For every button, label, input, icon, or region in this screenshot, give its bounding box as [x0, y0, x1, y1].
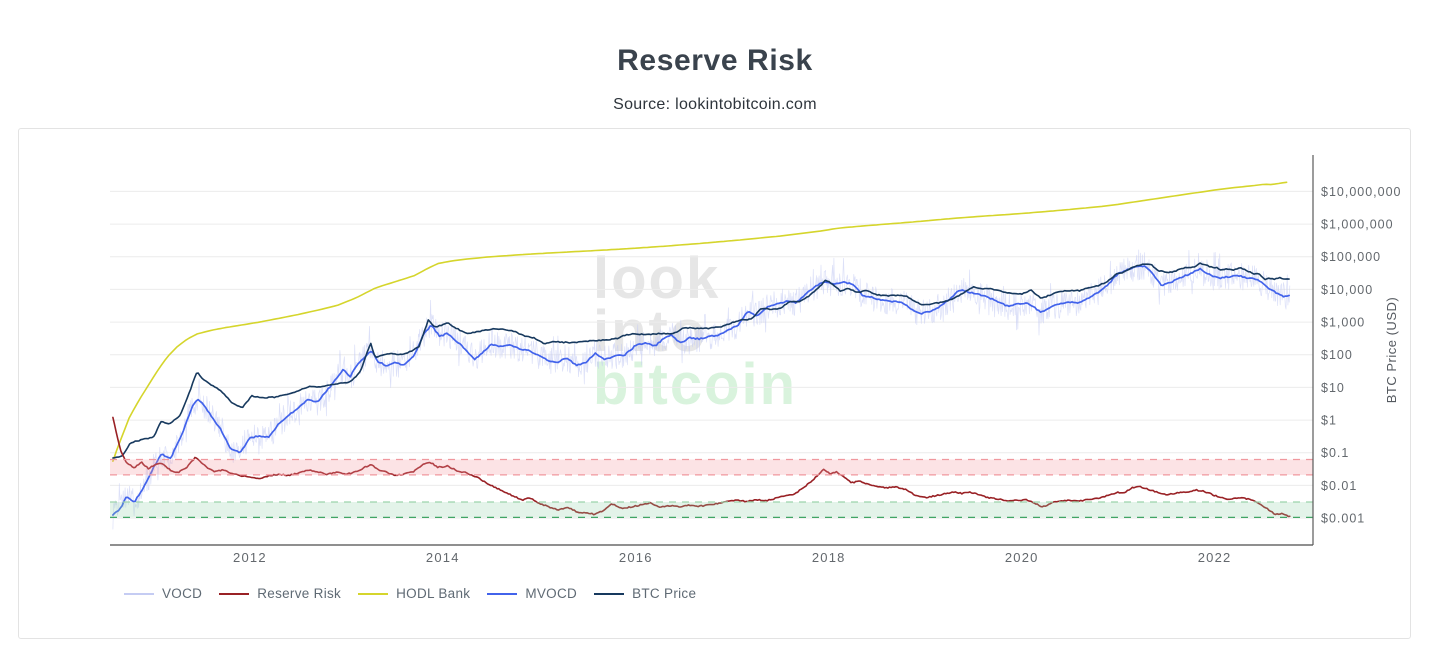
legend-label-mvocd: MVOCD [525, 586, 578, 601]
page-subtitle: Source: lookintobitcoin.com [613, 96, 817, 113]
x-tick-label: 2014 [426, 550, 460, 565]
legend-swatch-hodl-bank [358, 592, 389, 595]
y-tick-label: $10,000,000 [1321, 185, 1402, 199]
legend-swatch-reserve-risk [219, 592, 250, 595]
y-tick-label: $10 [1321, 381, 1345, 395]
x-tick-label: 2018 [812, 550, 846, 565]
legend-label-reserve-risk: Reserve Risk [257, 586, 342, 601]
y-tick-label: $0.01 [1321, 479, 1357, 493]
legend-label-vocd: VOCD [162, 586, 203, 601]
legend-swatch-btc-price [594, 592, 625, 595]
legend-item-btc-price[interactable]: BTC Price [594, 586, 696, 601]
legend-item-hodl-bank[interactable]: HODL Bank [358, 586, 470, 601]
page-title: Reserve Risk [617, 44, 813, 77]
legend: VOCD Reserve Risk HODL Bank MVOCD BTC Price [124, 586, 696, 601]
y-tick-label: $10,000 [1321, 283, 1373, 297]
series-line-hodl-bank[interactable] [112, 181, 1288, 463]
upper-risk-band [110, 459, 1313, 475]
legend-item-reserve-risk[interactable]: Reserve Risk [219, 586, 341, 601]
watermark-line-2: into [593, 299, 708, 364]
y-tick-label: $1 [1321, 414, 1337, 428]
legend-label-hodl-bank: HODL Bank [396, 586, 471, 601]
series-line-vocd[interactable] [112, 249, 1291, 530]
y-tick-label: $100,000 [1321, 250, 1381, 264]
watermark-line-3: bitcoin [593, 352, 798, 417]
lower-risk-band [110, 502, 1313, 518]
y-tick-label: $0.1 [1321, 446, 1349, 460]
series-line-mvocd[interactable] [112, 265, 1290, 516]
legend-swatch-vocd [124, 592, 154, 595]
y-axis-title: BTC Price (USD) [1384, 297, 1399, 403]
y-tick-label: $0.001 [1321, 512, 1365, 526]
legend-label-btc-price: BTC Price [632, 586, 697, 601]
y-tick-label: $1,000,000 [1321, 218, 1394, 232]
x-tick-label: 2020 [1005, 550, 1039, 565]
series-line-reserve-risk[interactable] [112, 416, 1291, 518]
x-tick-label: 2022 [1198, 550, 1232, 565]
y-tick-label: $1,000 [1321, 316, 1365, 330]
legend-item-vocd[interactable]: VOCD [124, 586, 202, 601]
series-line-btc-price[interactable] [112, 262, 1290, 459]
chart-card [18, 128, 1411, 639]
legend-item-mvocd[interactable]: MVOCD [487, 586, 577, 601]
legend-swatch-mvocd [487, 592, 518, 595]
watermark-line-1: look [593, 246, 721, 311]
y-tick-label: $100 [1321, 348, 1353, 362]
x-tick-label: 2016 [619, 550, 653, 565]
x-tick-label: 2012 [233, 550, 267, 565]
watermark: look into bitcoin [593, 246, 798, 417]
